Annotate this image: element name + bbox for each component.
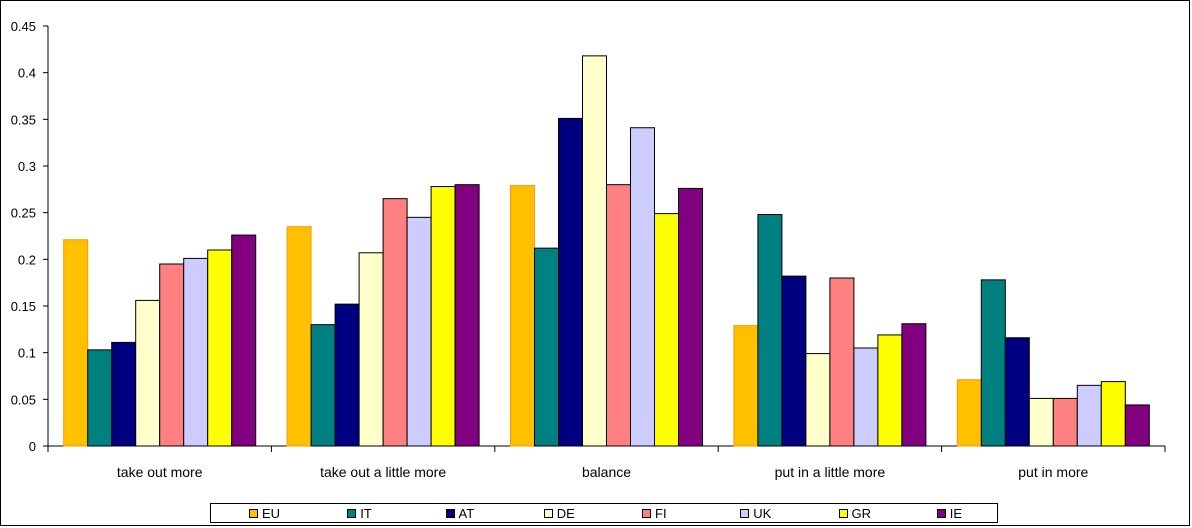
bar (1124, 404, 1150, 447)
bar (829, 277, 855, 447)
bar (853, 347, 879, 447)
bar (901, 323, 927, 447)
bar (1052, 397, 1078, 447)
legend-label: EU (262, 505, 281, 521)
bar (1028, 397, 1054, 447)
legend-label: FI (655, 505, 667, 521)
legend-item: FI (604, 504, 702, 522)
bar (63, 239, 89, 447)
bar (630, 127, 655, 447)
legend-swatch (347, 508, 357, 518)
y-tick-label: 0.3 (18, 159, 36, 174)
legend-item: UK (702, 504, 800, 522)
legend-item: IT (309, 504, 407, 522)
bar (781, 275, 807, 447)
y-tick-label: 0.45 (11, 19, 36, 34)
bar (183, 257, 209, 447)
legend-swatch (249, 508, 258, 518)
bar (454, 184, 480, 447)
bar (87, 349, 113, 447)
bar (654, 213, 679, 447)
legend: EU IT AT DE FI UK GR IE (210, 503, 998, 523)
bar (1004, 337, 1030, 447)
legend-label: DE (556, 505, 575, 521)
y-tick-label: 0.2 (18, 252, 36, 267)
y-tick-label: 0.35 (11, 112, 36, 127)
bar (956, 379, 982, 447)
legend-label: IT (360, 505, 372, 521)
legend-swatch (445, 508, 455, 518)
legend-item: GR (801, 504, 899, 522)
bar (430, 186, 456, 447)
y-tick-label: 0.05 (11, 392, 36, 407)
bar (334, 303, 360, 447)
legend-label: UK (753, 505, 772, 521)
bar (733, 325, 759, 447)
bar (678, 187, 703, 447)
legend-item: IE (899, 504, 997, 522)
bar (510, 185, 535, 447)
bar (805, 353, 831, 447)
bar (231, 234, 257, 447)
legend-label: IE (949, 505, 963, 521)
legend-item: AT (408, 504, 506, 522)
bar (135, 299, 161, 447)
bar (382, 198, 408, 447)
legend-swatch (838, 508, 848, 518)
legend-label: AT (458, 505, 475, 521)
x-category-label: put in more (1018, 464, 1088, 480)
bar (358, 252, 384, 447)
bar (1100, 381, 1126, 447)
legend-item: DE (506, 504, 604, 522)
bar (286, 226, 312, 447)
bar (111, 341, 137, 447)
bar (757, 214, 783, 447)
bar (310, 324, 336, 447)
bar (558, 117, 583, 447)
bar (159, 263, 185, 447)
y-tick-label: 0.1 (18, 346, 36, 361)
legend-item: EU (211, 504, 309, 522)
x-category-label: take out a little more (320, 464, 446, 480)
x-category-label: put in a little more (775, 464, 886, 480)
legend-swatch (936, 508, 946, 518)
bar (582, 55, 607, 447)
x-category-label: balance (582, 464, 631, 480)
legend-swatch (642, 508, 651, 518)
bar (606, 184, 631, 447)
bar (207, 249, 233, 447)
y-tick-label: 0.15 (11, 299, 36, 314)
bar (980, 279, 1006, 447)
legend-swatch (740, 508, 750, 518)
bar (1076, 384, 1102, 447)
y-tick-label: 0.25 (11, 206, 36, 221)
bar (877, 334, 903, 447)
x-category-label: take out more (117, 464, 203, 480)
y-tick-label: 0 (29, 439, 36, 454)
bar-chart: 0 0.05 0.1 0.15 0.2 0.25 0.3 0.35 0.4 0.45 take ou… (11, 19, 1166, 480)
legend-label: GR (851, 505, 872, 521)
bar (406, 216, 432, 447)
bar (534, 247, 559, 447)
y-tick-label: 0.4 (18, 66, 36, 81)
legend-swatch (543, 508, 553, 518)
